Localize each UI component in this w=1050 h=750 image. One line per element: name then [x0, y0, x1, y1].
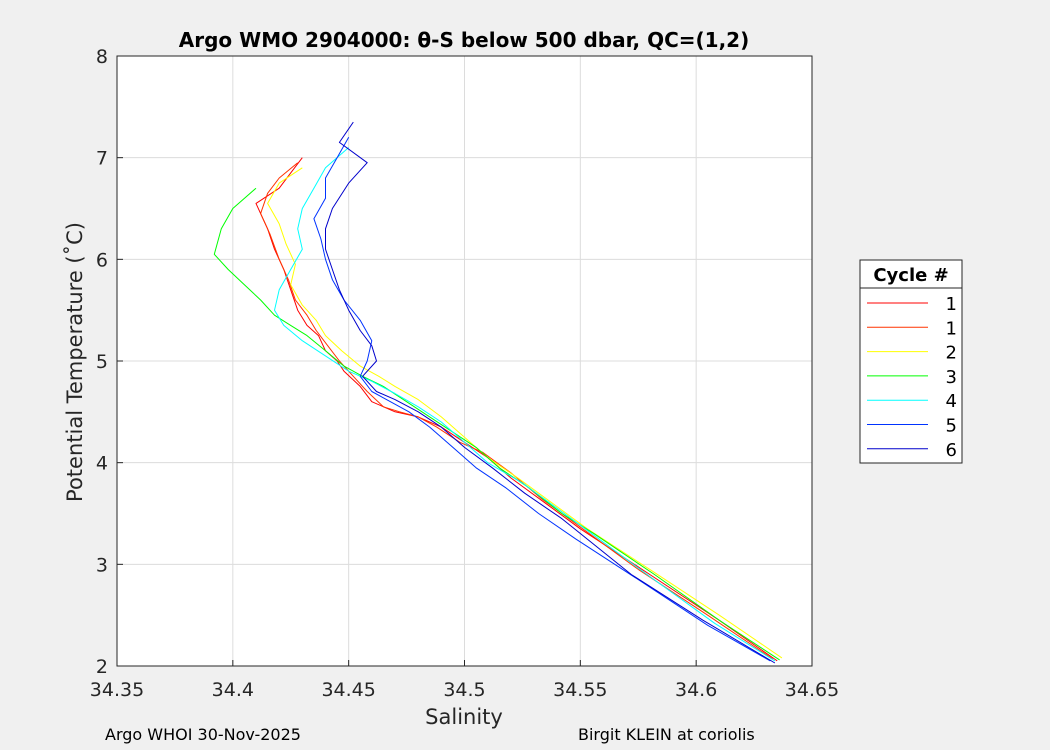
- x-tick-label: 34.65: [785, 679, 839, 701]
- y-tick-label: 8: [96, 46, 108, 68]
- legend-entry-label: 5: [946, 416, 957, 437]
- series-group: [213, 121, 783, 664]
- footer-left-credit: Argo WHOI 30-Nov-2025: [105, 725, 301, 744]
- series-line-5: [274, 147, 776, 662]
- series-line-7: [325, 121, 776, 664]
- series-line-3: [267, 167, 783, 659]
- x-axis-label: Salinity: [425, 705, 503, 729]
- y-tick-label: 7: [96, 148, 108, 170]
- legend-entry-label: 1: [946, 294, 957, 315]
- legend-entry-label: 6: [946, 440, 957, 461]
- legend-entry-label: 2: [946, 343, 957, 364]
- series-line-1: [255, 157, 778, 662]
- chart-title: Argo WMO 2904000: θ-S below 500 dbar, QC…: [179, 28, 749, 52]
- ticks: 34.35 34.4 34.45 34.5 34.55 34.6 34.65 2 3 4 5 6 7 8: [90, 46, 839, 701]
- x-tick-label: 34.6: [675, 679, 717, 701]
- y-tick-label: 6: [96, 249, 108, 271]
- legend-box: [859, 259, 963, 464]
- legend-title: Cycle #: [873, 265, 948, 286]
- y-tick-label: 4: [96, 453, 108, 475]
- x-tick-label: 34.55: [553, 679, 607, 701]
- legend-entry-label: 3: [946, 367, 957, 388]
- legend: Cycle # 1 1 2 3 4 5 6: [859, 259, 963, 464]
- grid: [117, 56, 812, 666]
- x-tick-label: 34.5: [443, 679, 485, 701]
- y-tick-label: 3: [96, 554, 108, 576]
- series-line-2: [260, 162, 773, 660]
- series-line-6: [313, 137, 771, 662]
- y-tick-label: 5: [96, 351, 108, 373]
- x-tick-label: 34.45: [321, 679, 375, 701]
- legend-entry-label: 1: [946, 318, 957, 339]
- y-axis-label: Potential Temperature (˚C): [63, 222, 87, 502]
- x-tick-label: 34.35: [90, 679, 144, 701]
- footer-right-credit: Birgit KLEIN at coriolis: [578, 725, 755, 744]
- y-tick-label: 2: [96, 656, 108, 678]
- legend-entries: 1 1 2 3 4 5 6: [867, 294, 957, 461]
- x-tick-label: 34.4: [212, 679, 254, 701]
- legend-entry-label: 4: [946, 391, 957, 412]
